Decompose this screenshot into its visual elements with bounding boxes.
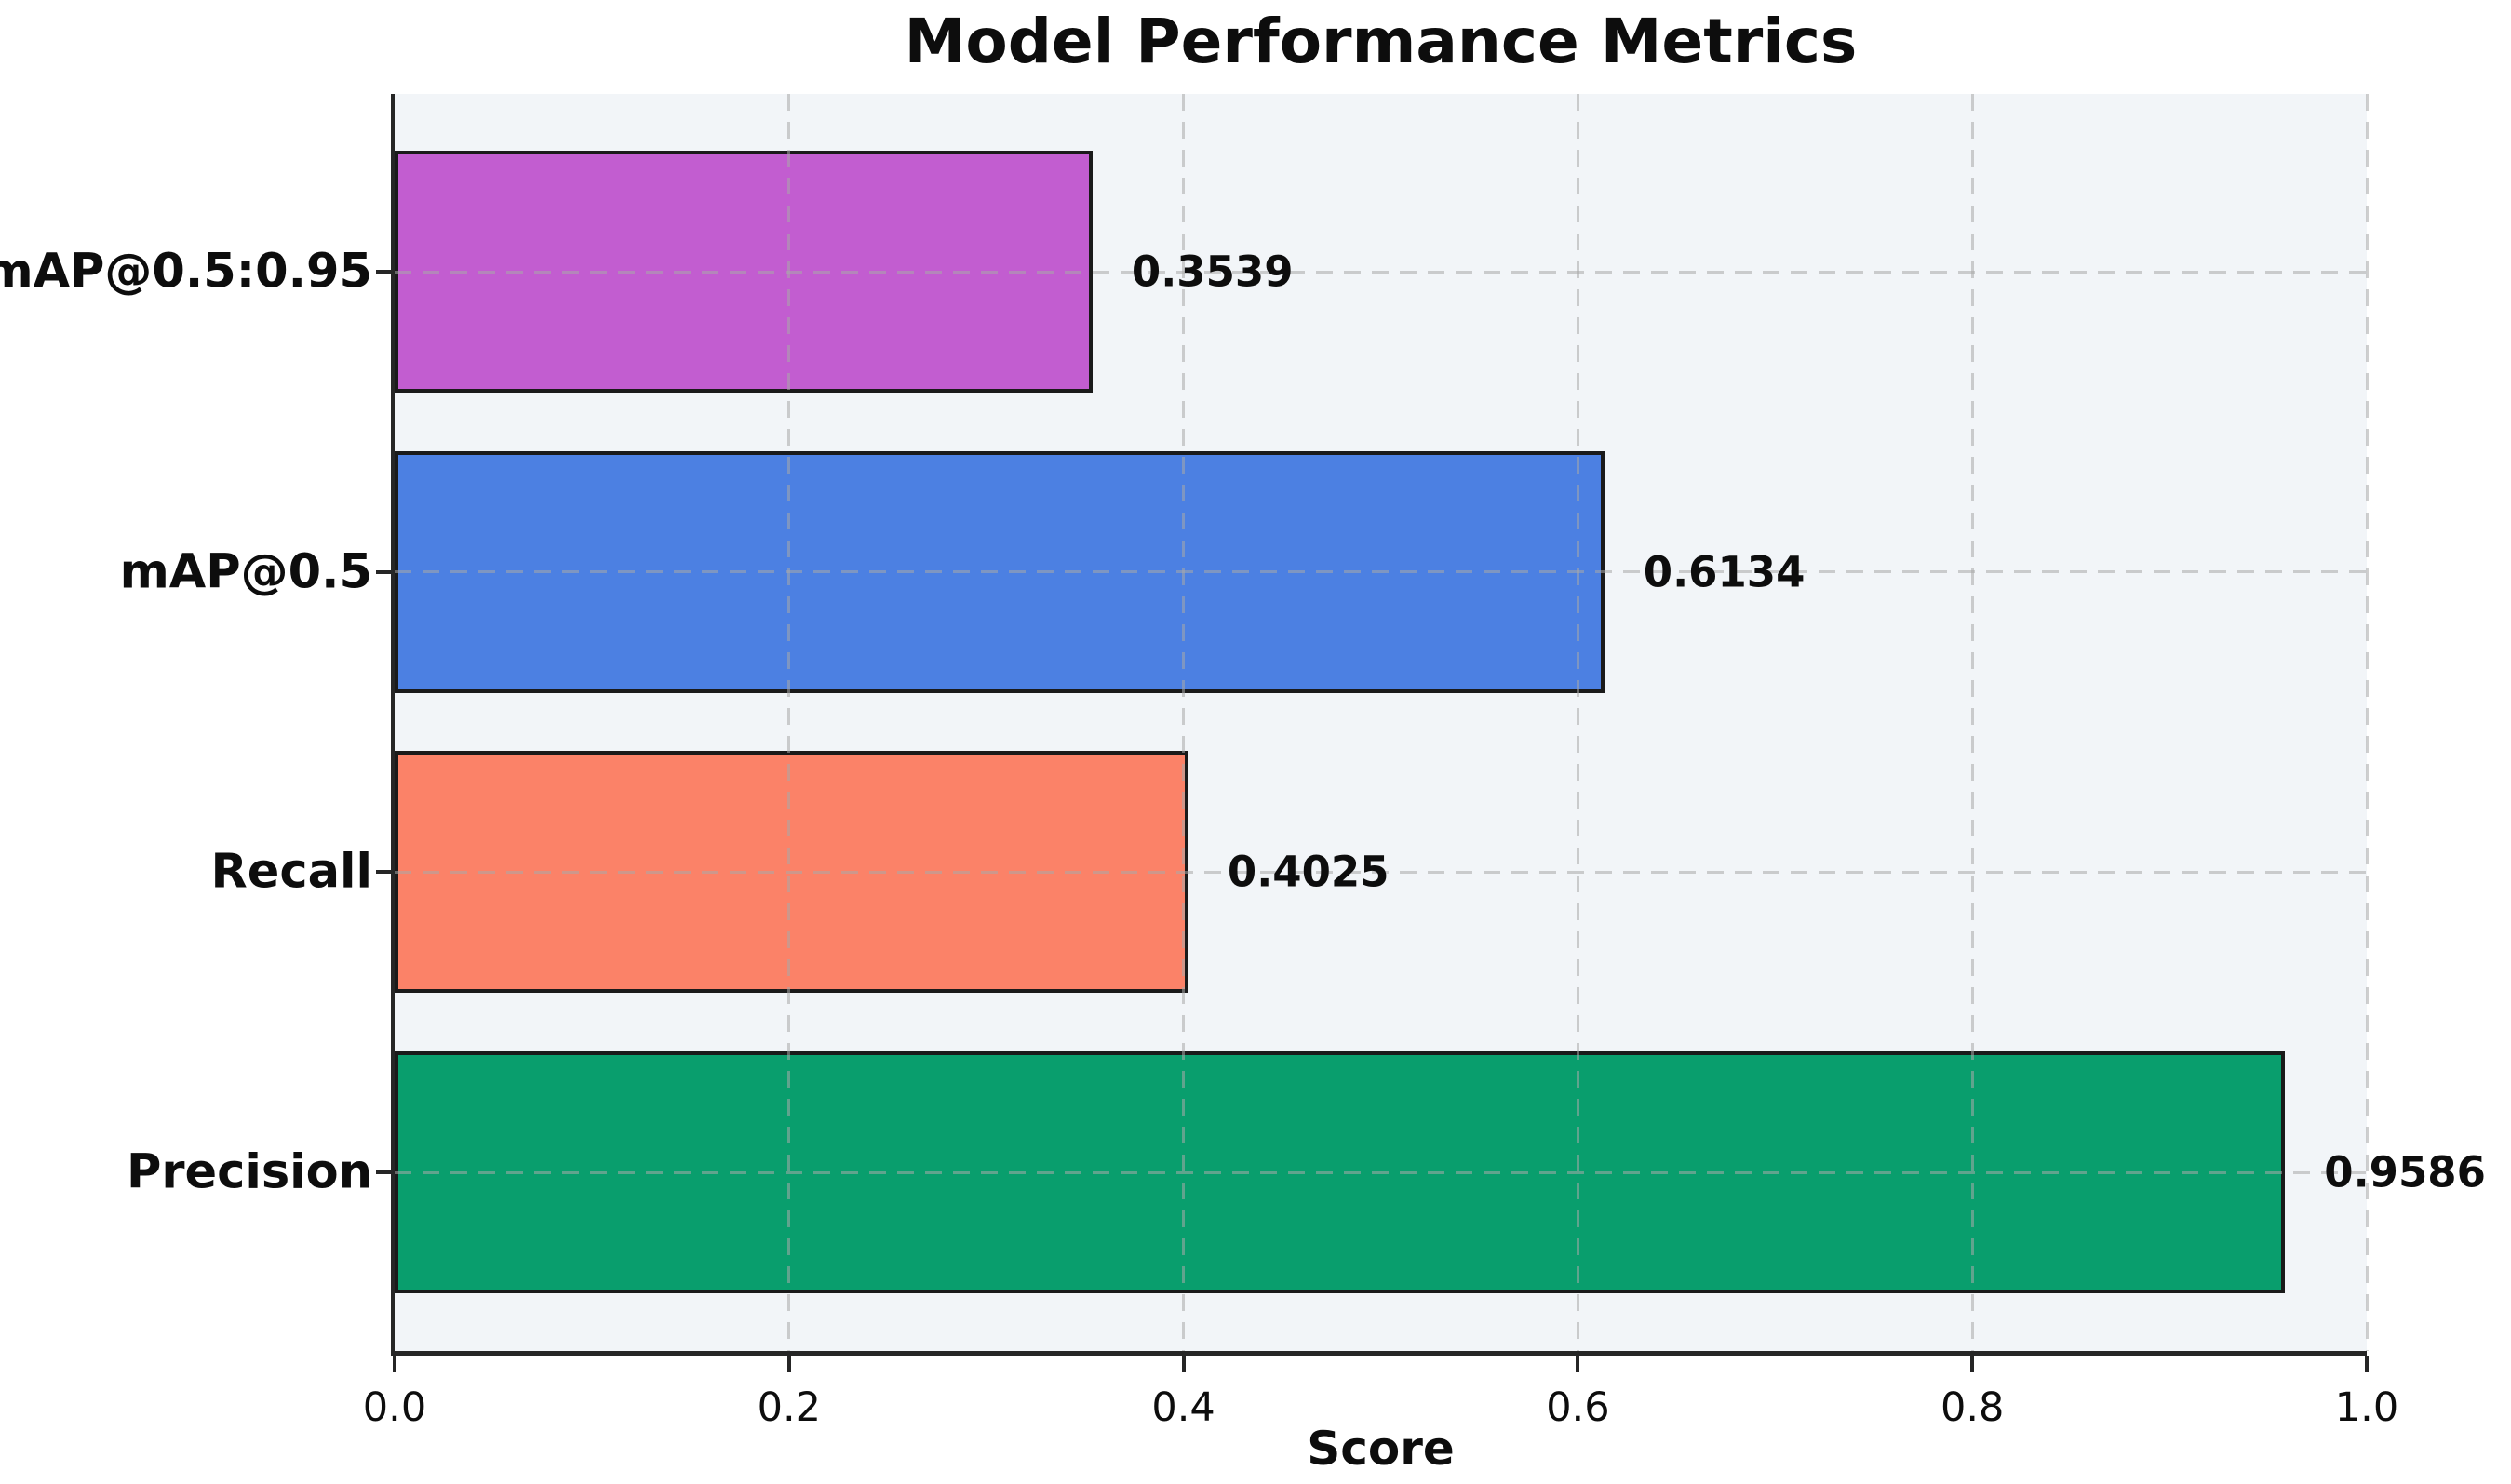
chart-title: Model Performance Metrics	[904, 6, 1858, 77]
y-axis-category-label: mAP@0.5	[119, 544, 372, 600]
plot-area: 0.3539 0.6134 0.4025 0.9586	[391, 94, 2486, 1356]
y-axis-category-label: Recall	[210, 844, 372, 900]
x-tick-mark	[786, 1356, 791, 1372]
bar-value-label: 0.4025	[1227, 847, 1390, 897]
x-axis-spine	[391, 1351, 2367, 1356]
x-tick-label: 0.6	[1546, 1384, 1610, 1431]
y-gridline	[395, 1170, 2367, 1174]
x-tick-label: 0.2	[757, 1384, 821, 1431]
y-tick-mark	[376, 569, 396, 574]
y-gridline	[395, 270, 2367, 274]
x-tick-label: 0.4	[1151, 1384, 1215, 1431]
x-tick-label: 1.0	[2334, 1384, 2399, 1431]
y-axis-category-label: mAP@0.5:0.95	[0, 244, 372, 300]
bar-value-label: 0.3539	[1131, 247, 1294, 297]
x-tick-mark	[1970, 1356, 1975, 1372]
x-gridline	[787, 94, 791, 1351]
x-tick-mark	[393, 1356, 396, 1372]
x-gridline	[2365, 94, 2369, 1351]
x-gridline	[1970, 94, 1974, 1351]
y-axis-spine	[391, 94, 395, 1356]
y-tick-mark	[376, 870, 396, 875]
x-tick-label: 0.0	[362, 1384, 427, 1431]
x-gridline	[1182, 94, 1186, 1351]
x-tick-mark	[1181, 1356, 1186, 1372]
y-gridline	[395, 570, 2367, 574]
bar-value-label: 0.6134	[1643, 547, 1806, 597]
y-tick-mark	[376, 1170, 396, 1174]
y-gridline	[395, 870, 2367, 874]
bar-value-label: 0.9586	[2324, 1147, 2486, 1197]
x-tick-mark	[2365, 1356, 2369, 1372]
x-tick-label: 0.8	[1940, 1384, 2005, 1431]
x-gridline	[1576, 94, 1579, 1351]
x-axis-label: Score	[1307, 1422, 1455, 1476]
y-tick-mark	[376, 270, 396, 274]
x-tick-mark	[1576, 1356, 1580, 1372]
y-axis-category-label: Precision	[126, 1144, 372, 1200]
